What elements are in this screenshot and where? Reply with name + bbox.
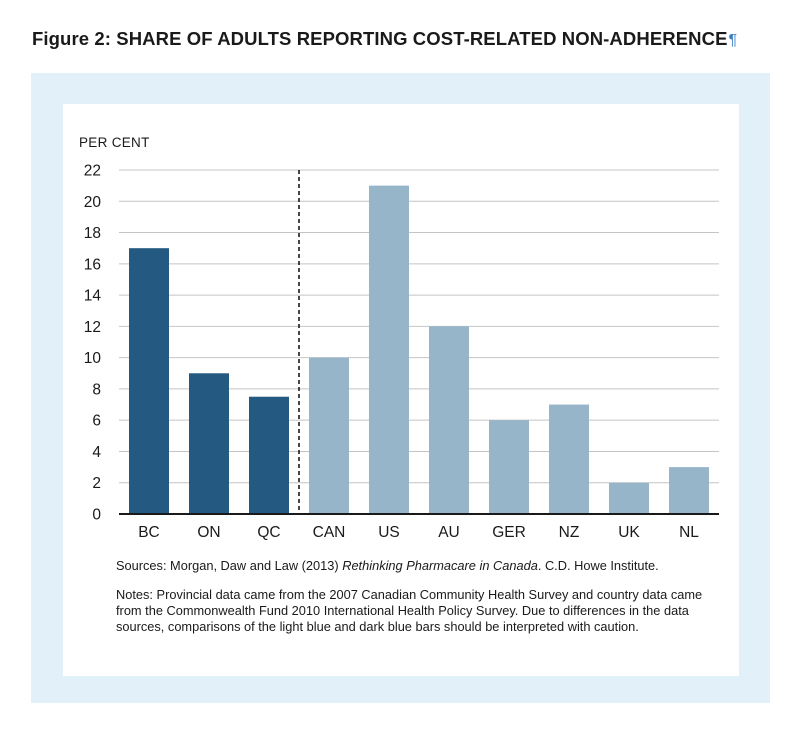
y-tick-label: 10	[84, 350, 102, 367]
y-tick-label: 14	[84, 288, 102, 305]
x-tick-label: BC	[138, 524, 160, 541]
bar-nz	[549, 404, 589, 514]
bar-chart: 0 2 4 6 8 10 12 14 16 18 20 22 BC ON QC CAN US AU GER NZ UK…	[79, 135, 719, 541]
bar-au	[429, 326, 469, 514]
y-tick-label: 22	[84, 163, 101, 180]
bar-nl	[669, 467, 709, 514]
y-tick-label: 8	[92, 381, 101, 398]
figure-title-text: Figure 2: SHARE OF ADULTS REPORTING COST…	[32, 28, 728, 49]
x-tick-label: CAN	[313, 524, 346, 541]
notes-text: Notes: Provincial data came from the 200…	[116, 587, 703, 634]
y-tick-label: 2	[92, 475, 101, 492]
bar-bc	[129, 248, 169, 514]
bars	[129, 185, 709, 514]
sources-suffix: . C.D. Howe Institute.	[537, 558, 659, 573]
y-tick-label: 20	[84, 194, 102, 211]
y-tick-label: 6	[92, 413, 101, 430]
y-tick-label: 18	[84, 225, 101, 242]
bar-qc	[249, 396, 289, 514]
bar-us	[369, 185, 409, 514]
x-tick-label: AU	[438, 524, 460, 541]
bar-on	[189, 373, 229, 514]
x-tick-label: NL	[679, 524, 699, 541]
x-tick-label: GER	[492, 524, 526, 541]
y-tick-label: 4	[92, 444, 101, 461]
y-axis-unit-label: PER CENT	[79, 135, 150, 150]
bar-can	[309, 357, 349, 514]
x-tick-label: UK	[618, 524, 640, 541]
gridlines	[119, 169, 719, 484]
sources-note: Sources: Morgan, Daw and Law (2013) Reth…	[116, 558, 726, 574]
paragraph-mark: ¶	[728, 32, 738, 49]
figure-title: Figure 2: SHARE OF ADULTS REPORTING COST…	[32, 28, 737, 50]
x-tick-label: US	[378, 524, 400, 541]
x-tick-label: NZ	[559, 524, 580, 541]
x-axis-ticks: BC ON QC CAN US AU GER NZ UK NL	[138, 524, 699, 541]
sources-italic-title: Rethinking Pharmacare in Canada	[342, 558, 538, 573]
y-tick-label: 16	[84, 256, 101, 273]
sources-prefix: Sources: Morgan, Daw and Law (2013)	[116, 558, 343, 573]
bar-uk	[609, 482, 649, 514]
y-tick-label: 0	[92, 507, 101, 524]
y-tick-label: 12	[84, 319, 101, 336]
bar-ger	[489, 420, 529, 514]
x-tick-label: QC	[257, 524, 280, 541]
x-tick-label: ON	[197, 524, 220, 541]
y-axis-ticks: 0 2 4 6 8 10 12 14 16 18 20 22	[84, 163, 102, 524]
